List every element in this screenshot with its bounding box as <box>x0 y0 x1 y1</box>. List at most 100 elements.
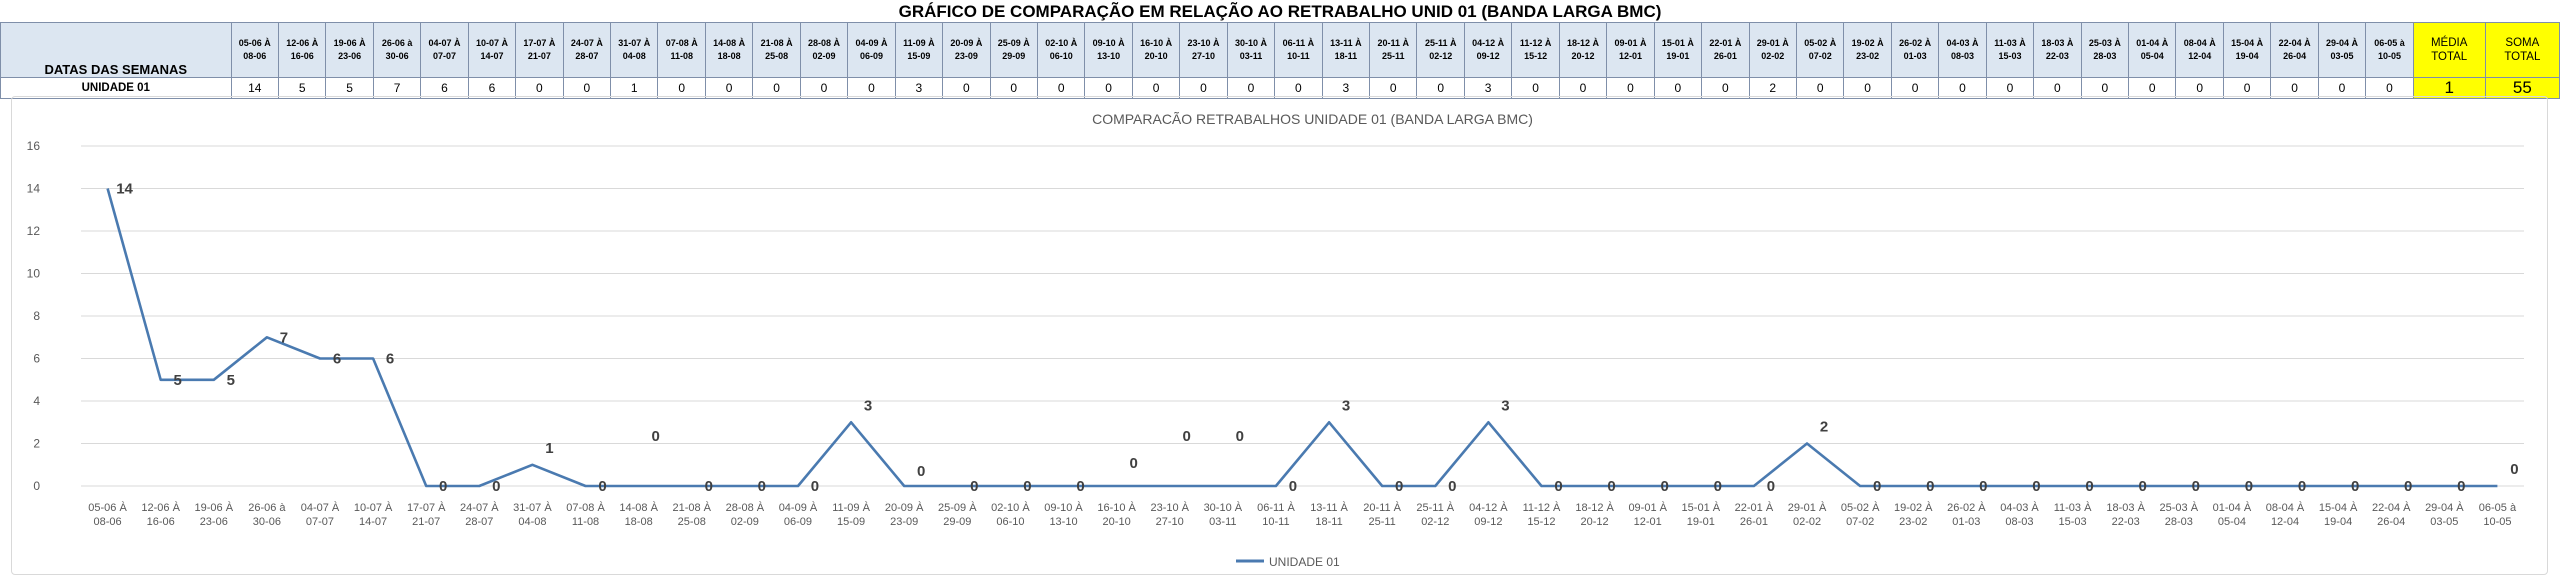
data-label: 0 <box>2510 461 2518 478</box>
week-start: 25-09 À <box>997 38 1030 48</box>
data-label: 0 <box>1661 478 1669 495</box>
x-tick-label: 11-12 À 15-12 <box>1523 501 1561 528</box>
x-tick-label: 07-08 À 11-08 <box>566 501 605 528</box>
x-tick-label: 31-07 À 04-08 <box>513 501 552 528</box>
week-end: 14-07 <box>480 51 504 61</box>
week-start: 29-04 À <box>2326 38 2359 48</box>
week-start: 04-12 À <box>1472 38 1505 48</box>
legend-label: UNIDADE 01 <box>1269 555 1340 569</box>
week-start: 21-08 À <box>760 38 793 48</box>
week-header: 08-04 À 12-04 <box>2175 22 2224 78</box>
week-value-cell: 0 <box>2033 77 2082 99</box>
week-value-cell: 7 <box>372 77 422 99</box>
week-end: 05-04 <box>2140 51 2164 61</box>
week-value-cell: 0 <box>2128 77 2177 99</box>
media-total-header-line: MÉDIA <box>2430 37 2468 49</box>
y-tick-label: 14 <box>27 182 41 196</box>
week-value-cell: 3 <box>894 77 944 99</box>
x-tick-label: 19-02 À 23-02 <box>1894 501 1933 528</box>
week-value-cell: 0 <box>942 77 991 99</box>
week-start: 23-10 À <box>1187 38 1220 48</box>
x-tick-label: 26-06 à 30-06 <box>248 502 286 528</box>
data-label: 7 <box>280 329 288 346</box>
week-header: 12-06 À 16-06 <box>277 22 327 78</box>
page-title: GRÁFICO DE COMPARAÇÃO EM RELAÇÃO AO RETR… <box>898 2 1662 21</box>
week-start: 11-12 À <box>1519 38 1552 48</box>
week-start: 04-09 À <box>855 38 888 48</box>
x-tick-label: 06-05 à 10-05 <box>2479 502 2517 528</box>
week-value-cell: 0 <box>1985 77 2035 99</box>
week-value-cell: 0 <box>1558 77 1608 99</box>
data-label: 0 <box>2298 478 2306 495</box>
week-value-cell: 0 <box>2317 77 2367 99</box>
week-value-cell: 5 <box>277 77 327 99</box>
week-end: 27-10 <box>1192 51 1216 61</box>
week-end: 18-11 <box>1334 51 1358 61</box>
week-end: 13-10 <box>1097 51 1121 61</box>
x-tick-label: 25-11 À 02-12 <box>1416 501 1454 528</box>
week-end: 02-09 <box>812 51 836 61</box>
week-start: 28-08 À <box>808 38 841 48</box>
data-label: 0 <box>2192 478 2200 495</box>
x-tick-label: 19-06 À 23-06 <box>195 501 234 528</box>
x-tick-label: 22-04 À 26-04 <box>2372 501 2411 528</box>
week-end: 18-08 <box>717 51 741 61</box>
data-label: 5 <box>227 372 235 389</box>
week-header: 28-08 À 02-09 <box>799 22 849 78</box>
week-start: 19-06 À <box>333 38 366 48</box>
week-header: 18-03 À 22-03 <box>2033 22 2082 78</box>
x-tick-label: 16-10 À 20-10 <box>1097 501 1136 528</box>
week-end: 29-09 <box>1002 51 1026 61</box>
data-label: 0 <box>2032 478 2040 495</box>
week-end: 22-03 <box>2045 51 2069 61</box>
week-start: 19-02 À <box>1851 38 1884 48</box>
summary-table: DATAS DAS SEMANAS 05-06 À 08-06 12-06 À 16-… <box>0 22 2560 99</box>
week-value-cell: 0 <box>1274 77 1323 99</box>
weeks-label-header: DATAS DAS SEMANAS <box>0 22 232 78</box>
week-start: 15-01 À <box>1661 38 1694 48</box>
y-tick-label: 16 <box>27 139 41 153</box>
week-header: 19-06 À 23-06 <box>325 22 374 78</box>
data-label: 6 <box>333 351 341 368</box>
week-value-cell: 0 <box>1653 77 1703 99</box>
x-tick-label: 08-04 À 12-04 <box>2266 501 2305 528</box>
week-end: 08-06 <box>243 51 267 61</box>
week-start: 11-09 À <box>903 38 935 48</box>
week-value-cell: 0 <box>657 77 706 99</box>
data-label: 0 <box>1554 478 1562 495</box>
week-end: 23-06 <box>338 51 362 61</box>
y-tick-label: 4 <box>33 394 40 408</box>
x-tick-label: 04-09 À 06-09 <box>779 501 818 528</box>
y-tick-label: 10 <box>27 267 41 281</box>
x-tick-label: 25-09 À 29-09 <box>938 501 977 528</box>
week-header: 25-09 À 29-09 <box>989 22 1038 78</box>
data-label: 0 <box>1979 478 1987 495</box>
x-tick-label: 04-03 À 08-03 <box>2000 501 2039 528</box>
week-header: 23-10 À 27-10 <box>1179 22 1228 78</box>
data-label: 3 <box>1342 397 1350 414</box>
y-tick-label: 2 <box>33 437 40 451</box>
week-value-cell: 0 <box>1369 77 1418 99</box>
week-end: 15-12 <box>1524 51 1548 61</box>
week-value-cell: 0 <box>1416 77 1465 99</box>
week-value-cell: 0 <box>1179 77 1228 99</box>
week-end: 03-05 <box>2330 51 2354 61</box>
week-header: 15-01 À 19-01 <box>1653 22 1703 78</box>
week-value-cell: 0 <box>1131 77 1181 99</box>
line-chart: COMPARACÃO RETRABALHOS UNIDADE 01 (BANDA… <box>27 111 2524 569</box>
week-end: 21-07 <box>527 51 551 61</box>
week-header: 19-02 À 23-02 <box>1843 22 1892 78</box>
x-tick-label: 23-10 À 27-10 <box>1150 501 1189 528</box>
week-start: 04-07 À <box>428 38 461 48</box>
data-label: 0 <box>758 478 766 495</box>
week-end: 26-04 <box>2283 51 2307 61</box>
week-header: 04-12 À 09-12 <box>1463 22 1513 78</box>
data-label: 0 <box>1076 478 1084 495</box>
chart-title: COMPARACÃO RETRABALHOS UNIDADE 01 (BANDA… <box>1092 111 1533 127</box>
week-end: 12-01 <box>1618 51 1642 61</box>
data-label: 0 <box>811 478 819 495</box>
chart-container: COMPARACÃO RETRABALHOS UNIDADE 01 (BANDA… <box>11 96 2548 575</box>
table-row: UNIDADE 01 14 5 5 7 6 6 0 0 1 0 0 0 0 0 3 0 0 0 0 0 0 0 0 3 0 0 3 0… <box>0 77 2560 99</box>
row-label: UNIDADE 01 <box>0 77 232 99</box>
week-header: 14-08 À 18-08 <box>704 22 754 78</box>
